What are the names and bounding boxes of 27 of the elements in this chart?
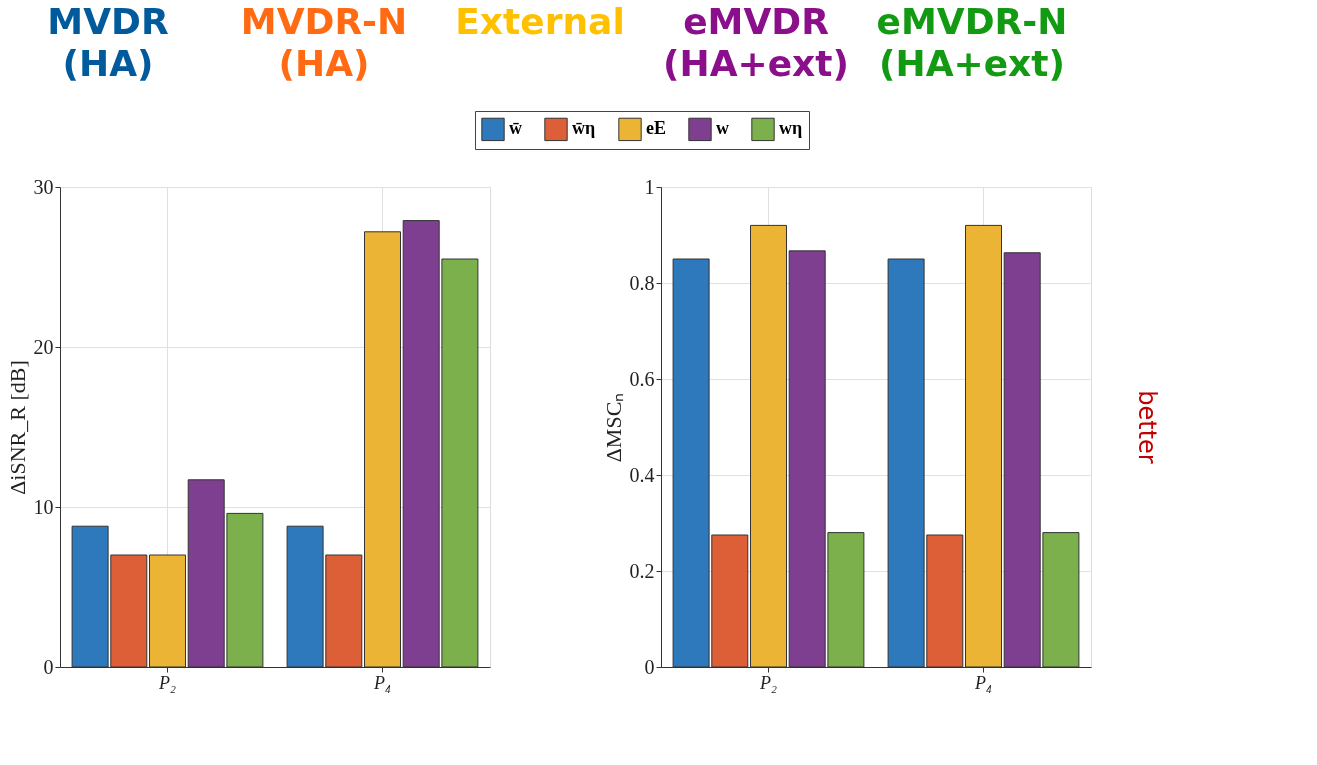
- text: MVDR-N (HA): [240, 1, 408, 84]
- y-tick-label: 20: [33, 335, 54, 358]
- legend-label: w̄: [509, 118, 522, 139]
- text: eMVDR-N (HA+ext): [876, 1, 1068, 84]
- y-tick-label: 0.8: [629, 271, 655, 294]
- text: MVDR (HA): [47, 1, 169, 84]
- text: eMVDR (HA+ext): [663, 1, 849, 84]
- x-tick-label: P₂: [758, 672, 778, 693]
- y-tick-label: 0.4: [629, 463, 655, 486]
- text: External: [455, 1, 625, 42]
- y-tick-label: 0: [43, 655, 54, 678]
- y-tick-label: 1: [644, 175, 655, 198]
- legend-label: w: [716, 118, 729, 139]
- y-tick-label: 10: [33, 495, 54, 518]
- y-tick-label: 0: [644, 655, 655, 678]
- y-axis-title: ΔMSCₙ: [600, 392, 626, 463]
- legend-label: wη: [779, 118, 803, 139]
- x-tick-label: P₄: [973, 672, 993, 693]
- y-tick-label: 30: [33, 175, 54, 198]
- legend-label: w̄η: [572, 118, 596, 139]
- y-tick-label: 0.2: [629, 559, 655, 582]
- text: better: [1133, 390, 1161, 464]
- y-axis-title: ΔiSNR_R [dB]: [4, 360, 30, 495]
- x-tick-label: P₂: [157, 672, 177, 693]
- y-tick-label: 0.6: [629, 367, 655, 390]
- legend-label: eE: [646, 118, 666, 139]
- x-tick-label: P₄: [372, 672, 392, 693]
